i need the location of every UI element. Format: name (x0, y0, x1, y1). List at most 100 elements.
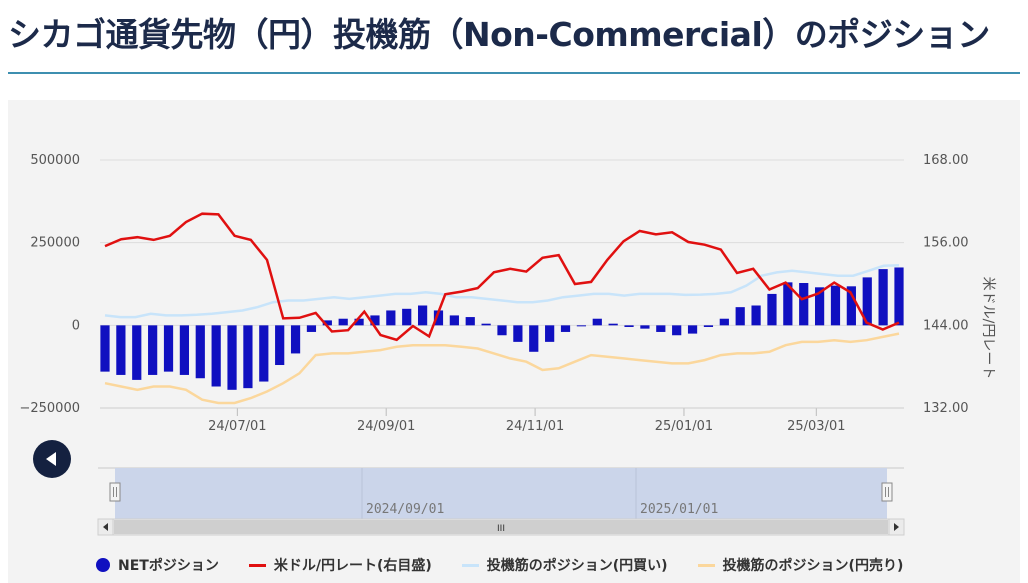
y-right-tick-label: 132.00 (923, 401, 969, 416)
net-bar (402, 308, 412, 326)
net-position-bars (100, 267, 904, 390)
legend-label-net: NETポジション (118, 558, 219, 574)
net-bar (116, 325, 126, 375)
net-bar (211, 325, 221, 387)
navigator-label-2: 2025/01/01 (640, 502, 718, 517)
net-bar (703, 325, 714, 327)
legend-item-long[interactable]: 投機筋のポジション(円買い) (461, 555, 668, 575)
net-bar (259, 325, 269, 382)
title-divider (8, 72, 1020, 74)
arrow-left-icon (45, 452, 56, 466)
net-bar (179, 325, 190, 375)
series-rate-line (104, 212, 900, 342)
net-bar (735, 307, 745, 326)
legend-line-icon (461, 563, 479, 567)
legend-line-icon (248, 563, 266, 567)
legend-item-rate[interactable]: 米ドル/円レート(右目盛) (248, 555, 432, 575)
page-title: シカゴ通貨先物（円）投機筋（Non-Commercial）のポジション (8, 15, 990, 54)
legend-item-short[interactable]: 投機筋のポジション(円売り) (697, 555, 904, 575)
legend-label-rate: 米ドル/円レート(右目盛) (273, 558, 432, 574)
scrollbar-thumb[interactable] (114, 520, 888, 534)
x-tick-label: 24/07/01 (208, 419, 266, 434)
net-bar (417, 305, 428, 326)
net-bar (767, 293, 777, 326)
net-bar (529, 325, 539, 352)
net-bar (608, 323, 618, 326)
x-tick-label: 24/09/01 (357, 419, 415, 434)
net-bar (640, 325, 650, 329)
navigator[interactable]: 2024/09/01 2025/01/01 (98, 467, 904, 519)
net-bar (290, 325, 301, 354)
net-bar (560, 325, 571, 332)
net-bar (306, 325, 317, 332)
y-left-tick-label: 250000 (30, 236, 80, 251)
net-bar (386, 310, 396, 326)
scrollbar-grip: III (497, 524, 505, 534)
net-bar (497, 325, 507, 336)
y-left-tick-label: 0 (72, 318, 80, 333)
net-bar (862, 277, 872, 326)
y-right-ticks: 168.00 156.00 144.00 132.00 (923, 153, 969, 416)
net-bar (513, 325, 523, 342)
net-bar (243, 325, 253, 389)
net-bar (322, 320, 332, 326)
net-bar (592, 318, 602, 326)
net-bar (481, 323, 491, 326)
series-long-line (104, 263, 900, 319)
net-bar (830, 285, 841, 326)
y-left-tick-label: 500000 (30, 153, 80, 168)
legend-item-net[interactable]: NETポジション (96, 555, 219, 575)
legend-line-icon (697, 563, 715, 567)
net-bar (545, 325, 555, 342)
net-bar (672, 325, 682, 336)
legend-dot-icon (96, 558, 110, 572)
y-left-ticks: 500000 250000 0 −250000 (19, 153, 80, 416)
net-bar (148, 325, 158, 375)
y-right-tick-label: 168.00 (923, 153, 969, 168)
x-tick-label: 25/03/01 (787, 419, 845, 434)
y-right-tick-label: 144.00 (923, 318, 969, 333)
net-bar (275, 325, 285, 366)
net-bar (227, 325, 237, 390)
x-tick-label: 25/01/01 (655, 419, 713, 434)
net-bar (687, 325, 698, 334)
net-bar (433, 310, 444, 326)
back-button[interactable] (33, 440, 71, 478)
scrollbar[interactable]: III (97, 518, 905, 536)
net-bar (195, 325, 205, 379)
legend-label-long: 投機筋のポジション(円買い) (486, 558, 668, 574)
net-bar (814, 287, 825, 326)
net-bar (576, 325, 587, 327)
net-bar (132, 325, 142, 380)
net-bar (624, 325, 634, 327)
net-bar (449, 315, 459, 326)
net-bar (465, 317, 475, 326)
net-bar (338, 318, 348, 326)
net-bar (100, 325, 110, 372)
navigator-selection[interactable] (115, 468, 887, 519)
net-bar (163, 325, 174, 372)
legend: NETポジション 米ドル/円レート(右目盛) 投機筋のポジション(円買い) 投機… (96, 553, 933, 577)
net-bar (783, 282, 793, 326)
navigator-right-handle[interactable] (881, 482, 893, 502)
navigator-label-1: 2024/09/01 (366, 502, 444, 517)
net-bar (370, 315, 380, 326)
x-tick-label: 24/11/01 (506, 419, 564, 434)
chart-panel: 500000 250000 0 −250000 168.00 156.00 144.00 1… (8, 100, 1020, 583)
navigator-left-handle[interactable] (109, 482, 121, 502)
y-right-tick-label: 156.00 (923, 236, 969, 251)
net-bar (751, 305, 761, 326)
x-ticks: 24/07/01 24/09/01 24/11/01 25/01/01 25/03/01 (100, 407, 904, 434)
series-short-line (104, 332, 900, 405)
net-bar (656, 325, 666, 332)
net-bar (354, 318, 364, 326)
y-left-tick-label: −250000 (19, 401, 80, 416)
net-bar (878, 269, 888, 326)
net-bar (894, 267, 904, 326)
legend-label-short: 投機筋のポジション(円売り) (722, 558, 904, 574)
net-bar (719, 318, 729, 326)
net-bar (846, 286, 856, 326)
y-right-axis-title: 米ドル/円レート (980, 277, 996, 380)
net-bar (799, 283, 809, 326)
